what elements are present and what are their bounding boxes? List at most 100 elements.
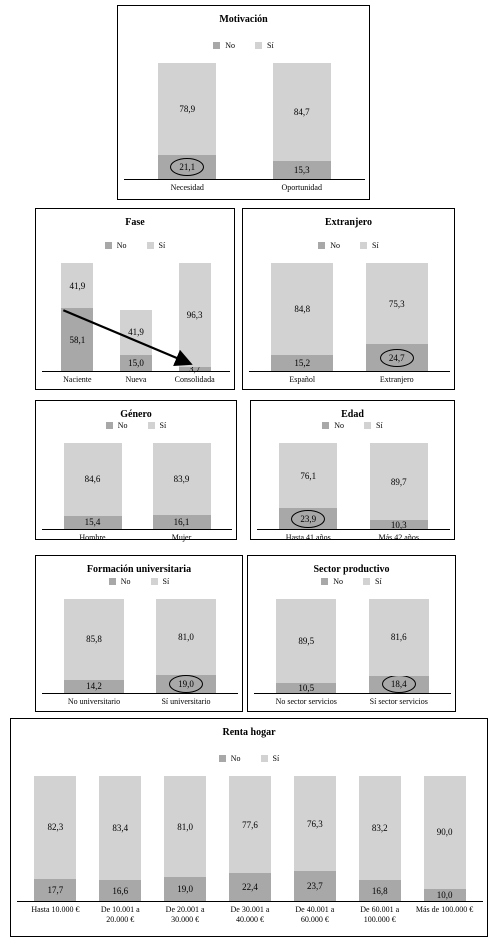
- value-label: 83,2: [371, 823, 388, 833]
- x-axis: [42, 693, 238, 694]
- chart-panel: Fase No Sí 58,1 41,9 Naciente 15,0 41,9 Nueva 3,7…: [35, 208, 235, 390]
- bar-segment: [34, 878, 77, 901]
- chart-panel: Extranjero No Sí 15,2 84,8 Español 24,7 75,3 Ext…: [242, 208, 455, 390]
- value-label: 15,0: [128, 357, 144, 368]
- bar-segment: [99, 776, 142, 881]
- highlight-ring: [291, 509, 326, 528]
- legend-label: No: [330, 241, 341, 250]
- value-label: 89,5: [298, 636, 315, 647]
- bar-segment: [178, 263, 211, 367]
- bar-segment: [64, 599, 124, 680]
- legend-item: Sí: [150, 577, 170, 586]
- x-axis: [257, 529, 450, 530]
- x-tick-label: De 60.001 a 100.000 €: [360, 905, 400, 924]
- value-label: 81,6: [390, 632, 407, 643]
- bar-segment: [368, 599, 429, 676]
- legend-swatch: [255, 42, 263, 49]
- bar-segment: [276, 599, 337, 684]
- value-label: 77,6: [242, 819, 258, 830]
- bar-segment: [164, 877, 207, 901]
- value-label: 96,3: [186, 310, 203, 320]
- x-tick-label: De 10.001 a 20.000 €: [100, 905, 140, 924]
- value-label: 81,0: [177, 821, 194, 832]
- x-tick-label: Oportunidad: [281, 183, 322, 192]
- legend-label: Sí: [162, 577, 170, 586]
- value-label: 3,7: [189, 364, 201, 374]
- legend-swatch: [105, 422, 113, 429]
- chart-panel: Género No Sí 15,4 84,6 Hombre 16,1 83,9 Mujer: [35, 400, 237, 542]
- legend-item: Sí: [255, 41, 274, 50]
- legend-label: Sí: [376, 421, 383, 430]
- x-tick-label: Necesidad: [170, 183, 204, 192]
- value-label: 89,7: [390, 476, 407, 487]
- x-axis: [249, 371, 450, 372]
- legend: No Sí: [248, 577, 455, 586]
- bar-segment: [99, 880, 142, 901]
- bar-segment: [63, 443, 122, 516]
- value-label: 17,7: [47, 884, 64, 895]
- bar-segment: [120, 309, 152, 355]
- value-label: 85,8: [86, 634, 102, 645]
- bar-segment: [152, 515, 211, 529]
- bar-segment: [63, 515, 122, 529]
- value-label: 10,3: [390, 519, 407, 530]
- bar-segment: [279, 443, 338, 509]
- highlight-ring: [170, 157, 205, 176]
- x-tick-label: De 40.001 a 60.000 €: [295, 905, 335, 924]
- x-tick-label: Extranjero: [379, 375, 414, 384]
- highlight-ring: [381, 675, 416, 694]
- bar-segment: [164, 776, 207, 878]
- x-tick-label: Nueva: [125, 375, 147, 384]
- x-tick-label: Hombre: [79, 533, 106, 542]
- value-label: 84,8: [294, 303, 311, 314]
- value-label: 10,0: [436, 889, 453, 900]
- bar-segment: [158, 63, 217, 155]
- legend-swatch: [218, 755, 226, 762]
- bar-segment: [120, 354, 152, 371]
- highlight-ring: [379, 348, 414, 367]
- bar-segment: [61, 308, 94, 371]
- arrow-overlay: [62, 309, 193, 366]
- value-label: 75,3: [388, 298, 405, 309]
- value-label: 84,6: [84, 474, 101, 485]
- legend-label: Sí: [272, 754, 280, 763]
- chart-title: Edad: [341, 409, 364, 420]
- value-label: 15,4: [84, 517, 101, 528]
- legend-swatch: [322, 422, 330, 429]
- x-tick-label: Más 42 años: [378, 533, 419, 542]
- chart-panel: Edad No Sí 23,9 76,1 Hasta 41 años 10,3 89,7 Más…: [250, 400, 455, 542]
- bar-segment: [271, 263, 334, 355]
- x-tick-label: Naciente: [63, 375, 92, 384]
- x-axis: [42, 529, 232, 530]
- value-label: 81,0: [178, 632, 194, 643]
- bar-segment: [358, 776, 401, 880]
- legend-swatch: [147, 422, 155, 429]
- value-label: 16,8: [371, 885, 388, 896]
- legend-label: No: [116, 241, 127, 250]
- legend-item: Sí: [364, 421, 383, 430]
- x-axis: [42, 371, 230, 372]
- x-tick-label: No sector servicios: [275, 697, 337, 706]
- legend-swatch: [360, 242, 368, 249]
- value-label: 41,9: [69, 280, 86, 291]
- value-label: 15,3: [293, 165, 310, 176]
- x-tick-label: Hasta 41 años: [285, 533, 331, 542]
- legend-label: Sí: [159, 421, 167, 430]
- x-tick-label: Sí universitario: [161, 697, 211, 706]
- value-label: 78,9: [179, 103, 196, 114]
- legend-item: Sí: [147, 421, 167, 430]
- trend-arrow: [62, 309, 193, 366]
- bar-segment: [358, 880, 401, 901]
- bar-segment: [423, 776, 466, 889]
- legend-item: No: [108, 577, 131, 586]
- x-axis: [254, 693, 451, 694]
- legend-item: Sí: [260, 754, 280, 763]
- value-label: 16,1: [173, 517, 190, 528]
- legend-label: No: [333, 577, 344, 586]
- value-label: 19,0: [177, 884, 194, 895]
- chart-title: Género: [120, 409, 152, 420]
- legend: No Sí: [36, 241, 234, 250]
- bar-segment: [272, 161, 331, 179]
- x-tick-label: Hasta 10.000 €: [31, 905, 80, 914]
- bar-segment: [423, 888, 466, 901]
